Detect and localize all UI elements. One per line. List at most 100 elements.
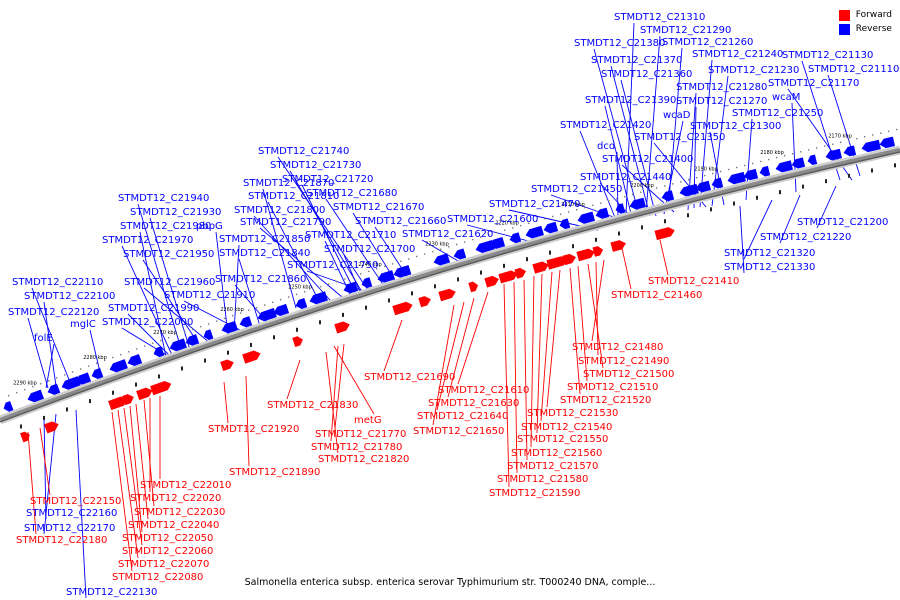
reverse-gene-label: STMDT12_C21940 (118, 193, 209, 204)
forward-gene-label: STMDT12_C21650 (413, 426, 504, 437)
reverse-gene-label: STMDT12_C21950 (123, 249, 214, 260)
reverse-gene-label: STMDT12_C22160 (26, 508, 117, 519)
reverse-gene-label: STMDT12_C21390 (585, 95, 676, 106)
ruler-dot (384, 265, 386, 268)
position-ruler: 2290 kbp 2280 kbp 2270 kbp 2260 kbp 2250 kbp… (8, 128, 898, 429)
reverse-gene-arrow (679, 183, 699, 197)
ruler-dot (832, 143, 834, 145)
leader-line (330, 345, 339, 442)
reverse-gene-arrow (295, 297, 308, 309)
leader-line (779, 194, 801, 244)
ruler-mark (388, 298, 390, 303)
leader-line (223, 381, 229, 424)
forward-gene-label: STMDT12_C21820 (318, 454, 409, 465)
dna-backbone (0, 145, 900, 425)
leader-line (43, 301, 57, 387)
forward-gene-label: STMDT12_C22010 (140, 480, 231, 491)
ruler-mark (365, 305, 367, 310)
reverse-gene-label: STMDT12_C21970 (102, 235, 193, 246)
ruler-dot (408, 258, 410, 260)
reverse-gene-arrow (221, 320, 239, 334)
forward-gene-arrow (150, 381, 172, 396)
ruler-tick-label: 2230 kbp (425, 241, 449, 247)
ruler-dot (376, 268, 378, 270)
ruler-dot (768, 158, 770, 161)
reverse-gene-label: STMDT12_C21320 (724, 248, 815, 259)
ruler-dot (688, 178, 690, 181)
reverse-gene-label: STMDT12_C21130 (782, 50, 873, 61)
leader-line (267, 201, 321, 304)
reverse-gene-arrow (661, 190, 675, 202)
forward-gene-label: STMDT12_C21540 (521, 422, 612, 433)
reverse-gene-label: STMDT12_C21680 (306, 188, 397, 199)
forward-gene-arrow (514, 267, 527, 279)
ruler-dot (648, 189, 650, 191)
forward-gene-label: STMDT12_C21830 (267, 400, 358, 411)
forward-gene-label: STMDT12_C21570 (507, 461, 598, 472)
forward-gene-label: STMDT12_C21580 (497, 474, 588, 485)
ruler-mark (710, 207, 712, 212)
forward-gene-label: metG (354, 415, 382, 426)
ruler-mark (618, 231, 620, 236)
reverse-gene-arrow (825, 148, 842, 161)
reverse-gene-arrow (509, 232, 522, 244)
reverse-gene-arrow (47, 383, 61, 395)
reverse-gene-label: STMDT12_C22110 (12, 277, 103, 288)
legend-item-forward: Forward (838, 8, 892, 22)
forward-gene-arrow (44, 421, 59, 434)
ruler-mark (549, 250, 551, 255)
ruler-dot (752, 162, 754, 165)
reverse-gene-arrow (3, 401, 14, 412)
ruler-mark (756, 195, 758, 200)
ruler-mark (802, 184, 804, 189)
leader-line (569, 267, 581, 395)
ruler-mark (273, 335, 275, 340)
ruler-mark (112, 390, 114, 395)
reverse-gene-label: STMDT12_C21710 (305, 230, 396, 241)
reverse-gene-arrow (91, 367, 104, 380)
forward-gene-arrow (484, 275, 499, 288)
reverse-gene-label: STMDT12_C21420 (560, 120, 651, 131)
ruler-dot (576, 209, 578, 211)
reverse-gene-label: STMDT12_C21360 (601, 69, 692, 80)
ruler-mark (158, 374, 160, 379)
ruler-dot (80, 368, 82, 370)
leader-line (286, 359, 301, 400)
forward-gene-label: STMDT12_C22080 (112, 572, 203, 583)
ruler-dot (880, 132, 882, 134)
reverse-gene-label: STMDT12_C21200 (797, 217, 888, 228)
forward-gene-label: STMDT12_C21590 (489, 488, 580, 499)
forward-gene-label: STMDT12_C22020 (130, 493, 221, 504)
leader-line (591, 259, 605, 342)
forward-gene-arrow (292, 336, 303, 348)
leader-line (432, 304, 455, 426)
ruler-dot (320, 285, 322, 288)
reverse-gene-label: STMDT12_C21230 (708, 65, 799, 76)
ruler-dot (488, 234, 490, 236)
ruler-mark (664, 219, 666, 224)
leader-line (333, 345, 375, 415)
reverse-gene-label: STMDT12_C21750 (287, 260, 378, 271)
forward-gene-arrow (592, 246, 604, 257)
leader-line (659, 239, 669, 276)
forward-gene-label: STMDT12_C22050 (122, 533, 213, 544)
ruler-dot (128, 351, 130, 353)
ruler-mark (66, 407, 68, 412)
ruler-dot (864, 136, 866, 138)
reverse-gene-label: STMDT12_C21810 (248, 191, 339, 202)
forward-gene-label: STMDT12_C21920 (208, 424, 299, 435)
ruler-dot (584, 206, 586, 209)
ruler-dot (672, 183, 674, 185)
reverse-gene-label: STMDT12_C21600 (447, 214, 538, 225)
ruler-mark (457, 277, 459, 282)
ruler-dot (256, 306, 258, 309)
ruler-dot (600, 202, 602, 204)
ruler-dot (464, 241, 466, 243)
reverse-gene-arrow (273, 303, 290, 317)
reverse-gene-arrow (343, 281, 359, 294)
leader-line (625, 22, 635, 216)
reverse-gene-label: STMDT12_C21930 (130, 207, 221, 218)
leader-line (604, 105, 633, 219)
reverse-gene-label: STMDT12_C21730 (270, 160, 361, 171)
reverse-gene-label: STMDT12_C21300 (690, 121, 781, 132)
